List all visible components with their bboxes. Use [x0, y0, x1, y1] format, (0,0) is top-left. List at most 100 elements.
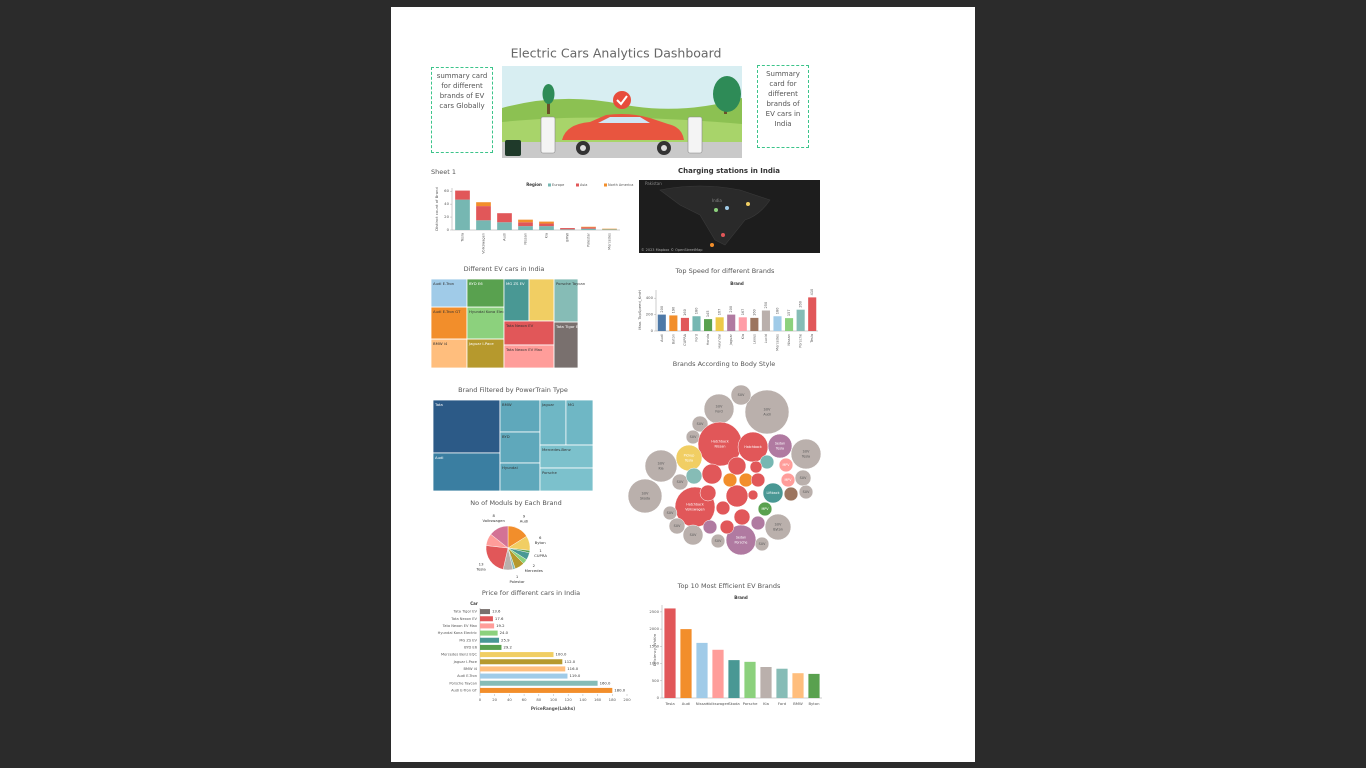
x-tick-label: Byton — [808, 701, 820, 706]
bubble — [701, 463, 723, 485]
treemap-tile — [432, 452, 501, 492]
treemap-tile — [430, 306, 468, 340]
data-label: 167 — [741, 309, 745, 316]
treemap-tile — [539, 467, 594, 492]
bubble-label: SUV — [716, 405, 724, 409]
x-tick-label: 40 — [507, 697, 512, 702]
bar — [728, 660, 740, 698]
y-tick-label: 60 — [444, 188, 449, 193]
data-label: 1 — [539, 548, 542, 553]
bubble — [710, 533, 726, 549]
bar — [480, 630, 498, 636]
tile-label: Hyundai — [502, 465, 518, 470]
treemap-tile — [503, 320, 555, 346]
bubble — [749, 460, 763, 474]
x-tick-label: Lucid — [764, 334, 768, 343]
tile-label: Porsche Taycan — [556, 281, 586, 286]
bar — [776, 668, 788, 698]
legend-swatch — [576, 183, 579, 187]
bubble — [719, 519, 735, 535]
bubble — [685, 467, 703, 485]
summary-card: summary card for different brands of EV … — [431, 67, 493, 153]
bar-segment — [581, 226, 596, 228]
bar-segment — [602, 229, 617, 230]
data-label: 250 — [764, 302, 768, 309]
data-label: 29.2 — [503, 644, 512, 649]
bar-segment — [518, 226, 533, 230]
x-tick-label: Ford — [695, 334, 699, 342]
bubble — [754, 536, 770, 552]
bubble — [691, 415, 709, 433]
y-tick-label: 1500 — [649, 643, 659, 648]
bubble-label: Ford — [715, 410, 722, 414]
bar-segment — [581, 227, 596, 229]
bar — [715, 317, 724, 331]
bubble — [759, 454, 775, 470]
x-tick-label: Nissan — [524, 233, 528, 245]
pie-slice — [490, 525, 509, 549]
data-label: 8 — [492, 513, 495, 518]
bubble — [627, 478, 663, 514]
bubble-label: Sedan — [736, 536, 746, 540]
data-label: 119.0 — [569, 673, 580, 678]
bubble — [767, 433, 793, 459]
bubble — [702, 519, 718, 535]
x-axis-label: PriceRange(Lakhs) — [531, 706, 575, 711]
map: Pakistan India © 2023 Mapbox © OpenStree… — [639, 180, 820, 253]
data-label: 410 — [810, 289, 814, 296]
tile-label: Tata — [434, 402, 443, 407]
bar — [704, 319, 713, 331]
dashboard-title: Electric Cars Analytics Dashboard — [511, 46, 722, 61]
x-tick-label: Polestar — [587, 232, 591, 247]
y-tick-label: 0 — [651, 328, 654, 333]
tile-label: Tata Nexon EV — [505, 323, 534, 328]
slice-label: Polestar — [510, 579, 526, 584]
bar — [750, 317, 759, 331]
bubble-label: SUV — [677, 480, 685, 484]
bar — [738, 317, 747, 331]
chart-title: No of Moduls by Each Brand — [470, 499, 562, 507]
legend-title: Region — [526, 182, 542, 187]
bubble-label: SUV — [764, 408, 772, 412]
bubble — [764, 513, 792, 541]
x-tick-label: Kia — [741, 334, 745, 339]
x-tick-label: Kia — [763, 701, 769, 706]
bar — [727, 314, 736, 331]
treemap-tile — [539, 399, 567, 446]
y-tick-label: 500 — [652, 678, 660, 683]
x-tick-label: Tesla — [461, 233, 465, 243]
bar-segment — [539, 226, 554, 230]
treemap-tile — [499, 399, 541, 433]
x-tick-label: Nissan — [696, 701, 709, 706]
bar-segment — [581, 228, 596, 230]
data-label: 160 — [683, 309, 687, 316]
bar-segment — [560, 229, 575, 230]
data-label: 116.0 — [567, 666, 578, 671]
legend-label: Europe — [552, 183, 564, 187]
bubble — [699, 484, 717, 502]
bar — [760, 667, 772, 698]
bar — [773, 316, 782, 331]
treemap-tile — [432, 399, 501, 454]
bar — [480, 609, 490, 615]
slice-label: CUPRA — [534, 553, 547, 558]
data-label: 145 — [706, 310, 710, 317]
legend-label: Asia — [580, 183, 587, 187]
tile-label: Tata Tigor EV — [555, 324, 581, 329]
bar-segment — [539, 221, 554, 224]
y-tick-label: 400 — [646, 295, 654, 300]
bubble — [790, 438, 822, 470]
treemap-tile — [503, 278, 530, 322]
y-tick-label: MG ZS EV — [459, 638, 477, 642]
slice-label: Byton — [535, 540, 547, 545]
data-label: 160.0 — [600, 680, 611, 685]
x-tick-label: Volkswagen — [482, 233, 486, 254]
tile-label: Mercedes-Benz — [542, 447, 571, 452]
slice-label: Mercedes — [525, 568, 543, 573]
bubble-label: SUV — [775, 523, 783, 527]
chart-title: Brand Filtered by PowerTrain Type — [458, 386, 568, 394]
bar — [792, 673, 804, 698]
ev-illustration — [502, 66, 742, 158]
bubble-label: Sedan — [775, 442, 785, 446]
